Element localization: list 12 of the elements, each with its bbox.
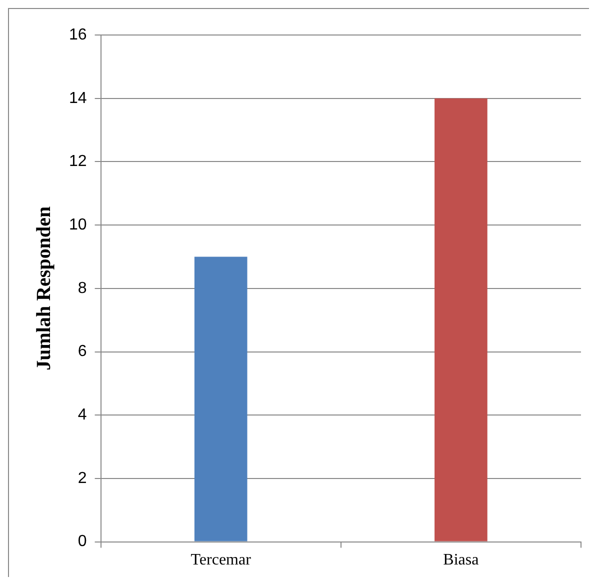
x-tick-label: Tercemar (190, 552, 252, 569)
y-tick-label: 2 (78, 470, 87, 487)
y-tick-label: 4 (78, 406, 87, 424)
y-tick-label: 0 (78, 533, 87, 550)
y-tick-label: 12 (69, 153, 87, 170)
y-tick-label: 6 (78, 343, 87, 360)
y-tick-label: 10 (69, 216, 87, 234)
y-axis-title: Jumlah Responden (33, 206, 56, 370)
x-tick-label: Biasa (443, 552, 479, 569)
y-tick-label: 8 (78, 280, 87, 297)
y-tick-label: 16 (69, 26, 87, 44)
y-tick-label: 14 (69, 90, 87, 107)
